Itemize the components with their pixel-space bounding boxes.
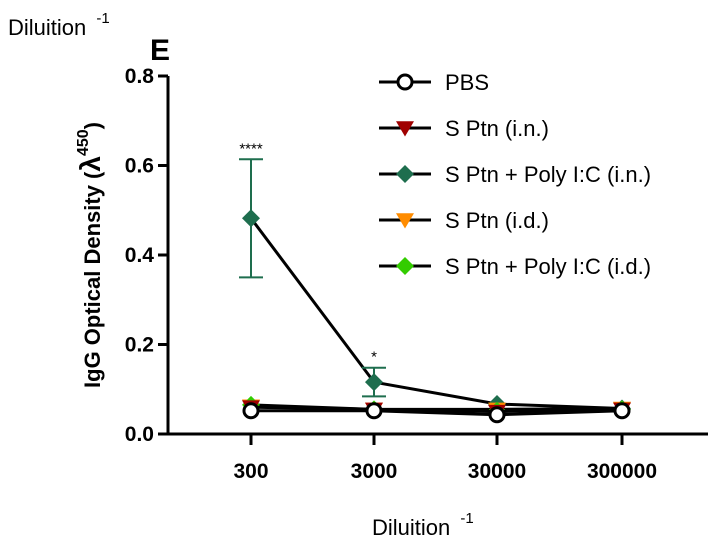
x-ticks: 300 3000 30000 300000 <box>233 434 657 483</box>
y-tick-label: 0.8 <box>125 65 155 88</box>
x-tick-label: 300000 <box>587 460 657 483</box>
series-0 <box>242 402 631 424</box>
series-2 <box>239 158 631 418</box>
panel-letter: E <box>150 34 170 67</box>
top-left-label: Diluition -1 <box>8 10 110 40</box>
legend-marker <box>396 165 414 183</box>
legend-label: S Ptn + Poly I:C (i.n.) <box>445 162 651 187</box>
y-tick-label: 0.4 <box>125 244 155 267</box>
data-point <box>242 402 260 420</box>
y-axis-title-sup: 450 <box>75 129 92 156</box>
y-tick-label: 0.6 <box>125 155 154 178</box>
y-tick-label: 0.2 <box>125 334 154 357</box>
annotation-layer: ***** <box>239 140 377 365</box>
x-tick-label: 30000 <box>468 460 526 483</box>
data-point <box>242 209 260 228</box>
data-point <box>365 373 383 392</box>
top-left-label-text: Diluition <box>8 15 86 40</box>
legend-label: S Ptn (i.n.) <box>445 116 549 141</box>
x-axis-title: Diluition -1 <box>372 510 474 540</box>
significance-label: **** <box>239 140 263 157</box>
y-tick-label: 0.0 <box>125 423 154 446</box>
legend-marker <box>396 121 414 137</box>
significance-label: * <box>371 349 377 366</box>
x-axis-title-text: Diluition <box>372 515 450 540</box>
y-axis-title-close: ) <box>80 122 105 129</box>
data-point <box>613 402 631 420</box>
x-axis-title-sup: -1 <box>460 510 473 527</box>
axes: 0.0 0.2 0.4 0.6 0.8 300 3000 30000 300000 <box>125 65 708 483</box>
legend-item: PBS <box>379 70 489 95</box>
legend-label: S Ptn + Poly I:C (i.d.) <box>445 254 651 279</box>
y-axis-title-text: IgG Optical Density ( <box>80 171 105 388</box>
legend-marker <box>396 213 414 229</box>
y-ticks: 0.0 0.2 0.4 0.6 0.8 <box>125 65 168 446</box>
series-line <box>249 217 623 410</box>
data-point <box>365 402 383 420</box>
legend-item: S Ptn + Poly I:C (i.n.) <box>379 162 651 187</box>
x-tick-label: 300 <box>233 460 268 483</box>
legend-marker <box>396 73 414 91</box>
legend-marker <box>396 257 414 275</box>
legend-label: S Ptn (i.d.) <box>445 208 549 233</box>
series-line <box>251 409 623 417</box>
series-layer <box>239 158 631 424</box>
y-axis-title: IgG Optical Density (λ450) <box>75 122 106 388</box>
y-axis-title-symbol: λ <box>75 156 106 172</box>
data-point <box>488 406 506 424</box>
series-line <box>250 405 623 414</box>
top-left-label-sup: -1 <box>96 10 109 27</box>
legend-item: S Ptn + Poly I:C (i.d.) <box>379 254 651 279</box>
legend: PBS S Ptn (i.n.) S Ptn + Poly I:C (i.n.) S … <box>379 70 651 279</box>
legend-label: PBS <box>445 70 489 95</box>
legend-item: S Ptn (i.d.) <box>379 208 549 233</box>
legend-item: S Ptn (i.n.) <box>379 116 549 141</box>
x-tick-label: 3000 <box>351 460 398 483</box>
